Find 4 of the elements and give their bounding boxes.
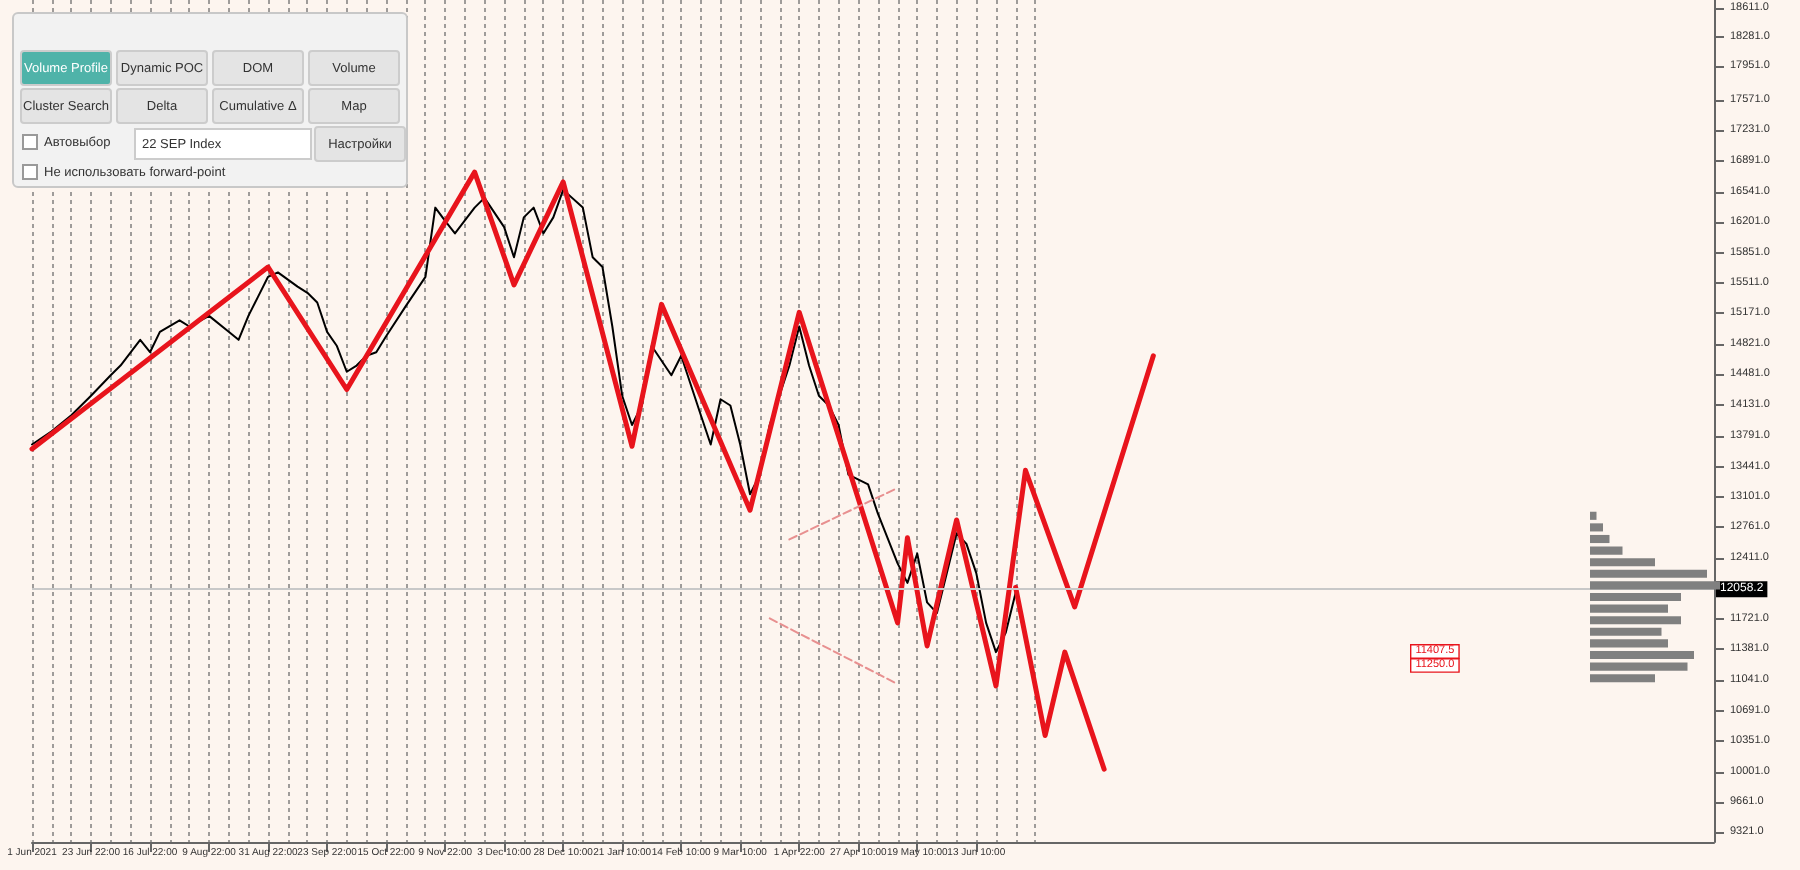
bar — [1590, 592, 1681, 602]
bar — [1590, 534, 1610, 544]
bar — [1590, 650, 1694, 660]
line-series — [31, 188, 1017, 654]
